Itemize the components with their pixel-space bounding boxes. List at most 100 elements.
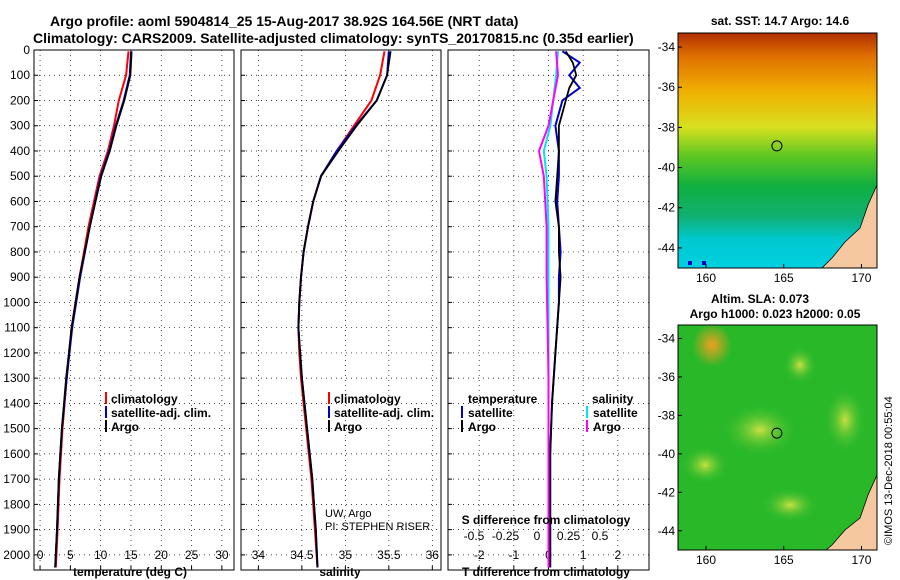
x-tick: 36 xyxy=(426,548,440,562)
argo-position-marker xyxy=(771,427,783,439)
t-difference-axis-label: T difference from climatology xyxy=(462,565,630,579)
salinity-plot-frame xyxy=(240,49,442,571)
sla-blob xyxy=(823,385,867,455)
temperature-plot-frame xyxy=(33,49,235,571)
s-difference-tick-labels: -0.5 -0.25 0 0.25 0.5 xyxy=(464,529,609,543)
sst-map-title: sat. SST: 14.7 Argo: 14.6 xyxy=(711,14,850,28)
pi-annotation-line2: PI: STEPHEN RISER xyxy=(325,521,430,533)
map-lat-tick: -42 xyxy=(658,485,676,499)
s-difference-tick: 0 xyxy=(534,529,541,543)
sla-blob xyxy=(720,402,800,458)
depth-tick: 800 xyxy=(10,245,30,259)
series-line-satellite xyxy=(549,50,582,568)
sst-dot xyxy=(688,261,692,265)
legend-climatology: climatology xyxy=(334,392,401,406)
legend-argo: Argo xyxy=(111,420,139,434)
temperature-axis-label: temperature (deg C) xyxy=(73,565,187,579)
legend-s-satellite: satellite xyxy=(593,406,638,420)
sla-map-title-line2: Argo h1000: 0.023 h2000: 0.05 xyxy=(690,307,861,321)
map-lon-tick: 165 xyxy=(774,553,794,567)
depth-tick: 1100 xyxy=(4,321,30,335)
map-lon-tick: 160 xyxy=(696,271,716,285)
temperature-tick-labels: 0 5 10 15 20 25 30 xyxy=(37,548,229,562)
map-lon-tick: 170 xyxy=(851,553,871,567)
argo-position-marker xyxy=(771,140,783,152)
s-difference-tick: 0.5 xyxy=(592,529,609,543)
legend-temperature-title: temperature xyxy=(468,392,538,406)
x-tick: 25 xyxy=(185,548,199,562)
x-tick: 34.5 xyxy=(290,548,314,562)
depth-tick: 200 xyxy=(10,93,30,107)
s-difference-tick: 0.25 xyxy=(557,529,581,543)
legend-t-argo: Argo xyxy=(468,420,496,434)
x-tick: 34 xyxy=(252,548,266,562)
depth-tick: 300 xyxy=(10,119,30,133)
series-line-climatology xyxy=(297,51,386,568)
depth-tick: 500 xyxy=(10,169,30,183)
figure-title-line1: Argo profile: aoml 5904814_25 15-Aug-201… xyxy=(50,13,518,29)
figure-title-line2: Climatology: CARS2009. Satellite-adjuste… xyxy=(33,30,634,46)
map-lat-tick: -34 xyxy=(658,331,676,345)
x-tick: 2 xyxy=(614,548,621,562)
sla-map-ticks: 160 165 170 -34 -36 -38 -40 -42 -44 xyxy=(658,331,872,567)
series-line-argo xyxy=(54,51,133,568)
pi-annotation-line1: UW, Argo xyxy=(325,508,371,520)
imos-timestamp: ©IMOS 13-Dec-2018 00:55:04 xyxy=(883,396,895,545)
series-line-argo xyxy=(549,50,578,568)
depth-tick: 1200 xyxy=(3,346,30,360)
depth-tick: 2000 xyxy=(3,548,30,562)
depth-tick: 1400 xyxy=(3,396,30,410)
map-lat-tick: -42 xyxy=(658,201,676,215)
x-tick: 15 xyxy=(124,548,138,562)
map-lat-tick: -38 xyxy=(658,408,676,422)
sst-map xyxy=(677,32,878,269)
legend-climatology: climatology xyxy=(111,392,178,406)
x-tick: -1 xyxy=(509,548,520,562)
series-line-satellite-adj-clim- xyxy=(54,51,132,568)
x-tick: 0 xyxy=(37,548,44,562)
legend-argo: Argo xyxy=(334,420,362,434)
depth-tick: 400 xyxy=(10,144,30,158)
x-tick: 5 xyxy=(67,548,74,562)
map-lat-tick: -38 xyxy=(658,120,676,134)
series-line-argo xyxy=(297,51,392,568)
s-difference-axis-label: S difference from climatology xyxy=(462,513,631,527)
difference-series xyxy=(537,50,582,568)
sla-blob xyxy=(692,323,732,367)
legend-satellite: satellite-adj. clim. xyxy=(334,406,434,420)
depth-tick: 1000 xyxy=(3,295,30,309)
depth-tick: 1600 xyxy=(3,447,30,461)
map-lat-tick: -34 xyxy=(658,40,676,54)
salinity-tick-labels: 34 34.5 35 35.5 36 xyxy=(252,548,440,562)
salinity-legend: climatology satellite-adj. clim. Argo xyxy=(328,392,434,434)
salinity-series xyxy=(297,51,392,568)
legend-s-argo: Argo xyxy=(593,420,621,434)
x-tick: 1 xyxy=(580,548,587,562)
depth-tick: 1700 xyxy=(3,472,30,486)
sla-map-frame xyxy=(677,324,878,551)
map-lat-tick: -44 xyxy=(658,524,676,538)
depth-tick: 900 xyxy=(10,270,30,284)
x-tick: 20 xyxy=(155,548,169,562)
depth-tick: 1300 xyxy=(3,371,30,385)
temperature-series xyxy=(54,51,133,568)
legend-salinity-title: salinity xyxy=(592,392,634,406)
depth-tick: 100 xyxy=(10,68,30,82)
sla-map-title-line1: Altim. SLA: 0.073 xyxy=(711,292,809,306)
depth-tick: 600 xyxy=(10,194,30,208)
map-lat-tick: -40 xyxy=(658,161,676,175)
x-tick: 35 xyxy=(339,548,353,562)
map-lon-tick: 160 xyxy=(696,553,716,567)
sla-blob xyxy=(760,487,820,523)
map-lat-tick: -40 xyxy=(658,447,676,461)
legend-satellite: satellite-adj. clim. xyxy=(111,406,211,420)
x-tick: -2 xyxy=(474,548,485,562)
map-lon-tick: 170 xyxy=(851,271,871,285)
map-lon-tick: 165 xyxy=(774,271,794,285)
s-difference-tick: -0.5 xyxy=(464,529,485,543)
series-line-salinity-argo xyxy=(537,51,560,568)
map-lat-tick: -44 xyxy=(658,241,676,255)
sla-blob xyxy=(680,445,730,485)
depth-tick: 700 xyxy=(10,220,30,234)
